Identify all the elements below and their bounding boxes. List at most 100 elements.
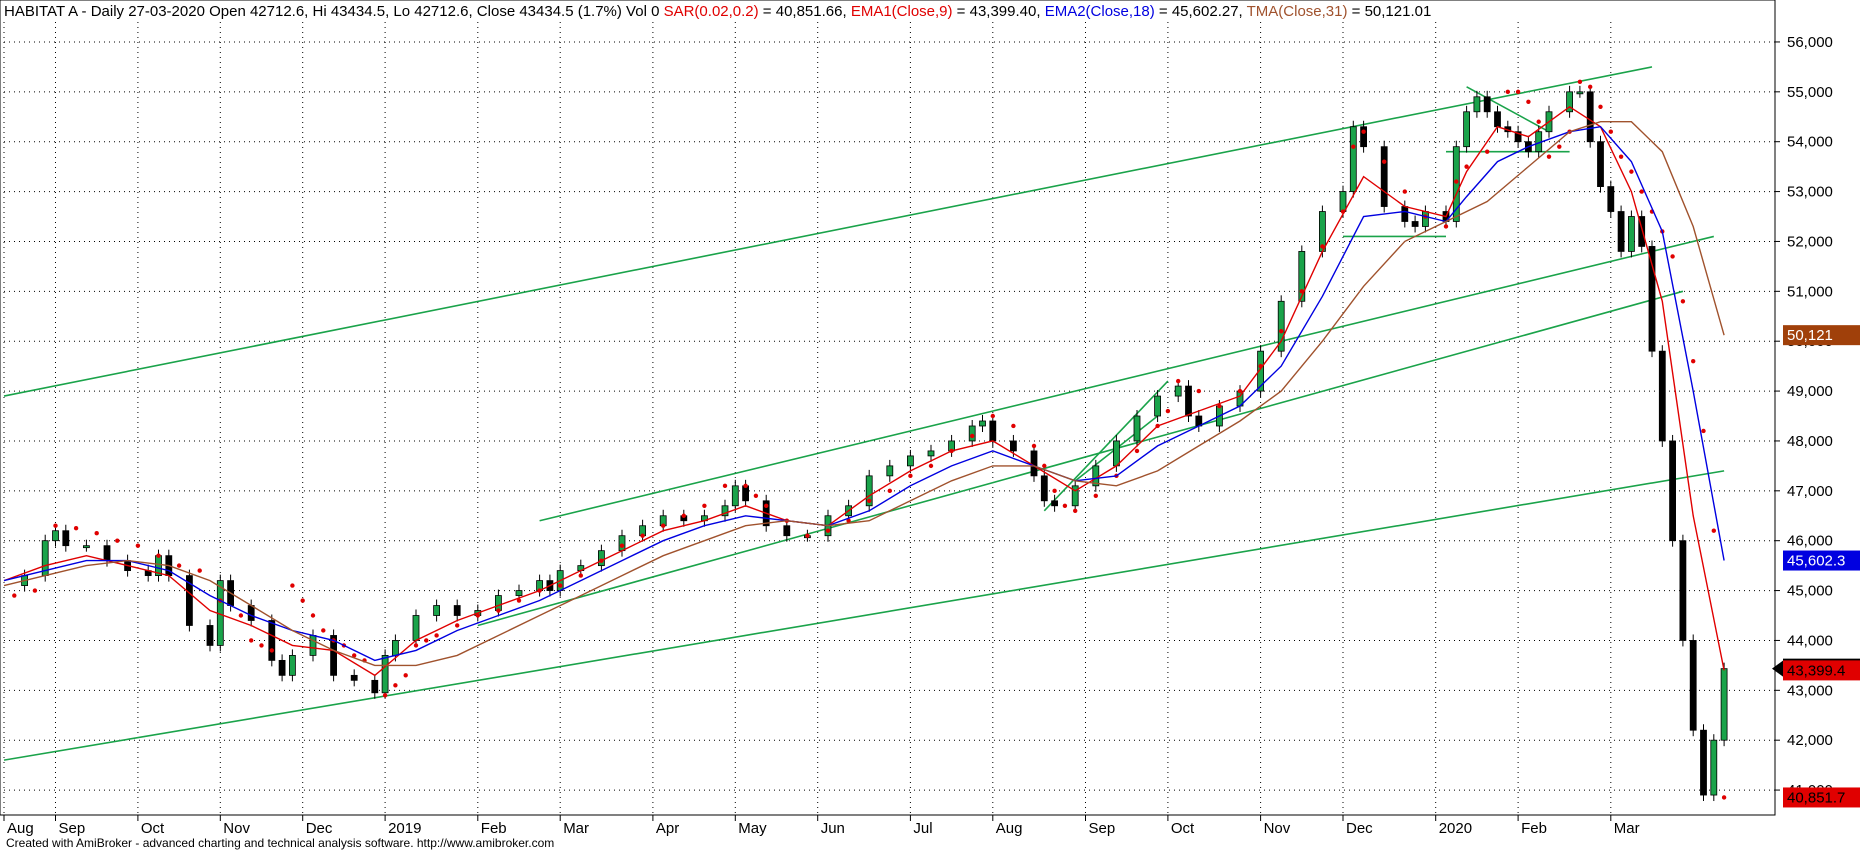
candle-up [1113, 440, 1120, 467]
candle-down [783, 525, 791, 537]
sar-dot [1454, 179, 1459, 184]
x-tick-label: Jun [821, 820, 845, 837]
value-badge [1783, 787, 1860, 808]
candle-up [1463, 111, 1470, 148]
candle-down [206, 625, 214, 646]
y-tick-label: 47,000 [1787, 483, 1833, 500]
candle-down [1679, 540, 1687, 641]
value-badge-label: 45,602.3 [1787, 553, 1845, 570]
x-tick-label: Aug [996, 820, 1023, 837]
x-tick-label: Sep [1089, 820, 1116, 837]
candle-down [268, 620, 276, 661]
sar-dot [259, 643, 264, 648]
candle-down [62, 530, 70, 547]
sar-dot [1526, 99, 1531, 104]
candle-down [1051, 500, 1058, 507]
candle-down [247, 605, 255, 621]
candle-up [288, 655, 296, 676]
candle-down [185, 575, 193, 626]
candle-up [381, 655, 389, 694]
sar-dot [455, 623, 460, 628]
chart-header: HABITAT A - Daily 27-03-2020 Open 42712.… [4, 3, 1431, 20]
candle-up [1452, 146, 1460, 222]
candle-up [1298, 251, 1306, 302]
y-tick-label: 44,000 [1787, 632, 1833, 649]
sar-dot [619, 543, 625, 548]
x-tick-label: Oct [141, 820, 165, 837]
x-axis: Aug Sep Oct Nov Dec 2019 Feb Mar Apr May Jun Jul Aug… [0, 814, 1775, 837]
candle-up [1566, 91, 1573, 113]
footer-credit: Created with AmiBroker - advanced charti… [6, 836, 555, 850]
sar-dot [1629, 169, 1634, 174]
sar-dot [928, 463, 934, 469]
sar-dot [1485, 149, 1490, 154]
y-tick-label: 48,000 [1787, 433, 1833, 450]
indicator-line [3, 125, 1725, 662]
header-segment: = 40,851.66, [759, 3, 851, 20]
candle-up [721, 505, 729, 517]
sar-dot [475, 613, 480, 618]
candle-down [103, 545, 111, 562]
sar-dot [1382, 159, 1387, 164]
sar-dot [516, 598, 522, 603]
y-tick-label: 52,000 [1787, 233, 1833, 250]
sar-dot [156, 553, 161, 558]
candle-up [494, 595, 502, 611]
sar-dot [382, 693, 388, 698]
candle-down [1700, 729, 1707, 796]
x-tick-label: May [738, 820, 767, 837]
trendline [477, 290, 1684, 627]
trendlines [3, 66, 1725, 761]
header-segment: EMA1(Close,9) [851, 3, 953, 20]
header-segment: = 45,602.27, [1155, 3, 1247, 20]
candle-up [1720, 668, 1728, 741]
sar-dot [115, 538, 120, 543]
sar-dot [805, 533, 810, 538]
sar-dot [310, 613, 316, 618]
y-tick-label: 43,000 [1787, 682, 1833, 699]
candle-up [618, 535, 626, 552]
sar-dot [94, 531, 99, 536]
sar-dot [558, 583, 563, 588]
candle-up [886, 465, 894, 477]
header-segment: = 43,399.40, [953, 3, 1045, 20]
candle-up [598, 550, 605, 567]
sar-dot [753, 493, 759, 499]
candle-down [1185, 385, 1192, 417]
sar-dot [722, 483, 728, 489]
sar-dot [1701, 428, 1706, 434]
x-tick-label: Nov [1264, 820, 1291, 837]
y-tick-label: 42,000 [1787, 732, 1833, 749]
candle-down [1638, 216, 1646, 247]
candle-down [1689, 640, 1697, 731]
candle-down [1607, 186, 1615, 212]
sar-dot [1588, 84, 1593, 90]
candle-up [391, 640, 399, 656]
candle-down [1040, 475, 1048, 502]
candle-down [330, 635, 338, 676]
candle-down [1617, 211, 1625, 252]
sar-dot [1505, 89, 1511, 95]
sar-dot [238, 613, 244, 618]
sar-dot [1536, 119, 1541, 124]
candle-up [309, 635, 317, 656]
candle-up [979, 420, 986, 427]
trendline [1043, 380, 1169, 512]
sar-dot [1217, 403, 1222, 409]
candle-down [350, 674, 358, 681]
x-tick-label: Nov [223, 820, 250, 837]
sar-dot [578, 573, 583, 578]
candle-up [1349, 126, 1357, 192]
sar-dot [1515, 89, 1521, 95]
candle-down [1380, 146, 1388, 207]
sar-dot [1042, 463, 1047, 469]
sar-dot [424, 638, 429, 643]
candle-down [989, 420, 997, 442]
candle-up [515, 590, 523, 596]
trendline [539, 235, 1714, 522]
grid [3, 22, 1775, 815]
candle-down [1411, 221, 1419, 227]
candle-down [1514, 131, 1522, 143]
sar-dot [1031, 443, 1037, 449]
